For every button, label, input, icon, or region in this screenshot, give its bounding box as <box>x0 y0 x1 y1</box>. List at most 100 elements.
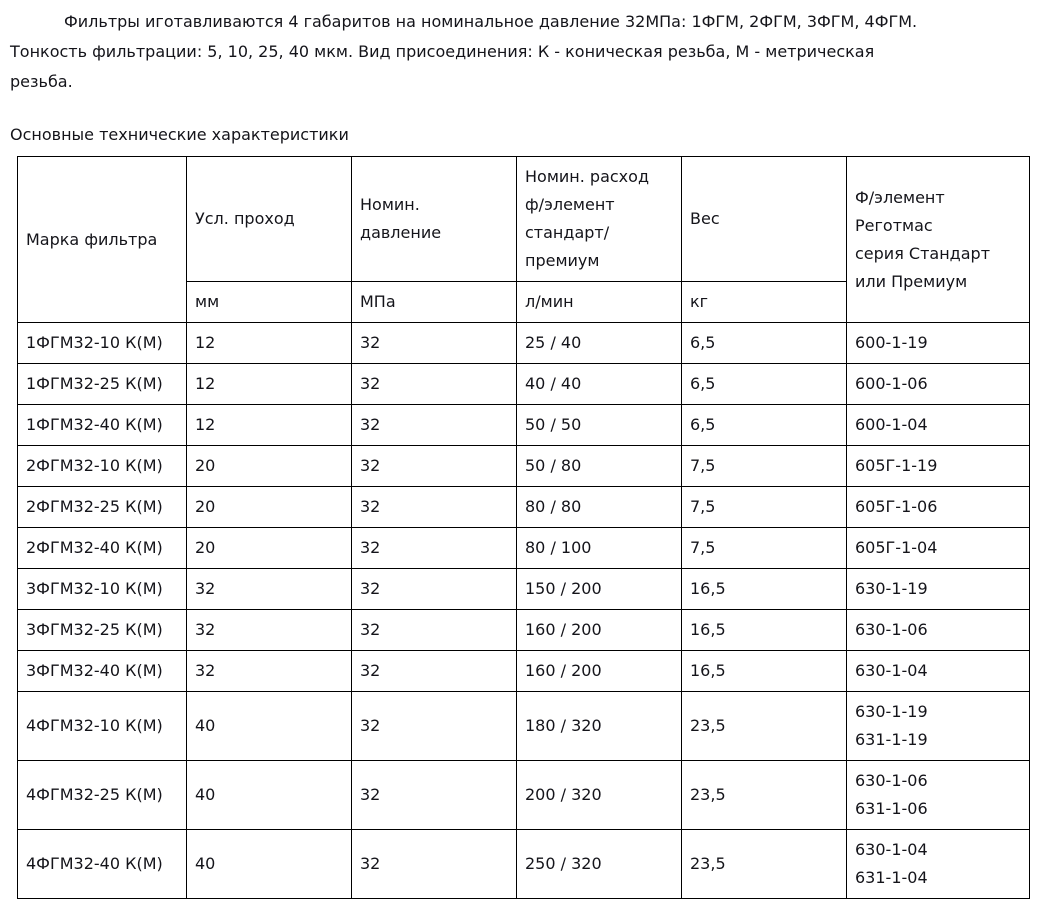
cell-pressure: 32 <box>351 609 517 651</box>
cell-pass: 20 <box>186 445 352 487</box>
table-row: 3ФГМ32-10 К(М) 32 32 150 / 200 16,5 630-… <box>17 568 1030 610</box>
cell-pass: 32 <box>186 568 352 610</box>
cell-pressure: 32 <box>351 445 517 487</box>
cell-pass: 20 <box>186 527 352 569</box>
cell-mark: 2ФГМ32-40 К(М) <box>17 527 187 569</box>
table-row: 1ФГМ32-40 К(М) 12 32 50 / 50 6,5 600-1-0… <box>17 404 1030 446</box>
table-row: 4ФГМ32-40 К(М) 40 32 250 / 320 23,5 630-… <box>17 829 1030 899</box>
cell-pressure: 32 <box>351 568 517 610</box>
cell-weight: 16,5 <box>681 650 847 692</box>
unit-weight: кг <box>681 281 847 323</box>
cell-flow: 160 / 200 <box>516 650 682 692</box>
cell-weight: 16,5 <box>681 568 847 610</box>
cell-element: 630-1-04 631-1-04 <box>846 829 1030 899</box>
cell-flow: 80 / 80 <box>516 486 682 528</box>
cell-element: 630-1-04 <box>846 650 1030 692</box>
cell-pass: 12 <box>186 363 352 405</box>
cell-pass: 20 <box>186 486 352 528</box>
cell-pressure: 32 <box>351 691 517 761</box>
cell-mark: 1ФГМ32-25 К(М) <box>17 363 187 405</box>
unit-flow: л/мин <box>516 281 682 323</box>
cell-pass: 32 <box>186 609 352 651</box>
header-element: Ф/элемент Реготмас серия Стандарт или Пр… <box>846 156 1030 323</box>
cell-element: 600-1-06 <box>846 363 1030 405</box>
table-row: 4ФГМ32-25 К(М) 40 32 200 / 320 23,5 630-… <box>17 760 1030 830</box>
header-weight: Вес <box>681 156 847 282</box>
cell-mark: 2ФГМ32-10 К(М) <box>17 445 187 487</box>
cell-pressure: 32 <box>351 404 517 446</box>
cell-pressure: 32 <box>351 486 517 528</box>
cell-element: 600-1-04 <box>846 404 1030 446</box>
cell-mark: 4ФГМ32-10 К(М) <box>17 691 187 761</box>
table-row: 4ФГМ32-10 К(М) 40 32 180 / 320 23,5 630-… <box>17 691 1030 761</box>
spec-table: Марка фильтра Усл. проход Номин. давлени… <box>17 156 1030 899</box>
cell-pressure: 32 <box>351 527 517 569</box>
cell-weight: 6,5 <box>681 322 847 364</box>
cell-flow: 80 / 100 <box>516 527 682 569</box>
cell-mark: 3ФГМ32-10 К(М) <box>17 568 187 610</box>
cell-flow: 50 / 80 <box>516 445 682 487</box>
cell-flow: 40 / 40 <box>516 363 682 405</box>
header-pressure: Номин. давление <box>351 156 517 282</box>
header-mark: Марка фильтра <box>17 156 187 323</box>
cell-flow: 25 / 40 <box>516 322 682 364</box>
cell-pass: 12 <box>186 404 352 446</box>
cell-element: 605Г-1-19 <box>846 445 1030 487</box>
table-row: 2ФГМ32-25 К(М) 20 32 80 / 80 7,5 605Г-1-… <box>17 486 1030 528</box>
intro-paragraph: Фильтры иготавливаются 4 габаритов на но… <box>10 12 918 91</box>
cell-flow: 180 / 320 <box>516 691 682 761</box>
cell-weight: 23,5 <box>681 829 847 899</box>
cell-weight: 23,5 <box>681 760 847 830</box>
cell-pass: 40 <box>186 691 352 761</box>
cell-pass: 12 <box>186 322 352 364</box>
cell-element: 605Г-1-04 <box>846 527 1030 569</box>
table-row: 2ФГМ32-40 К(М) 20 32 80 / 100 7,5 605Г-1… <box>17 527 1030 569</box>
cell-element: 630-1-19 <box>846 568 1030 610</box>
cell-flow: 50 / 50 <box>516 404 682 446</box>
cell-pressure: 32 <box>351 829 517 899</box>
unit-pressure: МПа <box>351 281 517 323</box>
cell-flow: 150 / 200 <box>516 568 682 610</box>
cell-pressure: 32 <box>351 363 517 405</box>
cell-pass: 40 <box>186 760 352 830</box>
cell-weight: 7,5 <box>681 527 847 569</box>
cell-weight: 7,5 <box>681 445 847 487</box>
cell-mark: 1ФГМ32-10 К(М) <box>17 322 187 364</box>
table-row: 2ФГМ32-10 К(М) 20 32 50 / 80 7,5 605Г-1-… <box>17 445 1030 487</box>
cell-flow: 160 / 200 <box>516 609 682 651</box>
header-pass: Усл. проход <box>186 156 352 282</box>
cell-element: 600-1-19 <box>846 322 1030 364</box>
cell-pressure: 32 <box>351 760 517 830</box>
cell-mark: 4ФГМ32-25 К(М) <box>17 760 187 830</box>
cell-pressure: 32 <box>351 322 517 364</box>
cell-element: 630-1-06 631-1-06 <box>846 760 1030 830</box>
cell-mark: 3ФГМ32-25 К(М) <box>17 609 187 651</box>
table-header-row: Марка фильтра Усл. проход Номин. давлени… <box>17 156 1030 323</box>
cell-mark: 2ФГМ32-25 К(М) <box>17 486 187 528</box>
cell-weight: 23,5 <box>681 691 847 761</box>
cell-weight: 7,5 <box>681 486 847 528</box>
cell-pass: 32 <box>186 650 352 692</box>
table-row: 3ФГМ32-40 К(М) 32 32 160 / 200 16,5 630-… <box>17 650 1030 692</box>
cell-mark: 1ФГМ32-40 К(М) <box>17 404 187 446</box>
unit-pass: мм <box>186 281 352 323</box>
cell-element: 605Г-1-06 <box>846 486 1030 528</box>
table-units-row: мм МПа л/мин кг <box>18 281 1030 323</box>
cell-element: 630-1-06 <box>846 609 1030 651</box>
header-flow: Номин. расход ф/элемент стандарт/ премиу… <box>516 156 682 282</box>
cell-element: 630-1-19 631-1-19 <box>846 691 1030 761</box>
cell-mark: 4ФГМ32-40 К(М) <box>17 829 187 899</box>
table-row: 3ФГМ32-25 К(М) 32 32 160 / 200 16,5 630-… <box>17 609 1030 651</box>
table-row: 1ФГМ32-25 К(М) 12 32 40 / 40 6,5 600-1-0… <box>17 363 1030 405</box>
cell-flow: 250 / 320 <box>516 829 682 899</box>
cell-weight: 16,5 <box>681 609 847 651</box>
cell-weight: 6,5 <box>681 363 847 405</box>
section-title: Основные технические характеристики <box>10 125 349 144</box>
cell-flow: 200 / 320 <box>516 760 682 830</box>
cell-weight: 6,5 <box>681 404 847 446</box>
table-row: 1ФГМ32-10 К(М) 12 32 25 / 40 6,5 600-1-1… <box>17 322 1030 364</box>
cell-pass: 40 <box>186 829 352 899</box>
cell-pressure: 32 <box>351 650 517 692</box>
cell-mark: 3ФГМ32-40 К(М) <box>17 650 187 692</box>
